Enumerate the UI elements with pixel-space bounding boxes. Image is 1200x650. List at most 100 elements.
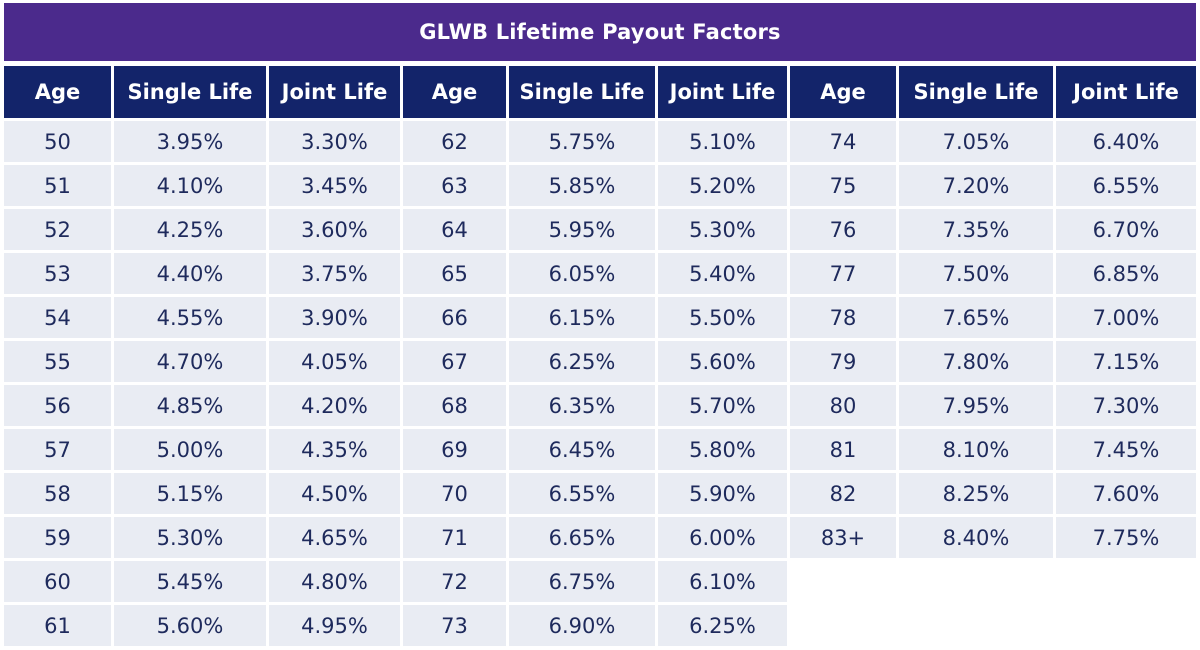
joint-life-cell: 6.70% [1056,209,1196,250]
age-cell: 52 [4,209,111,250]
age-cell: 65 [403,253,506,294]
joint-life-cell: 5.90% [658,473,787,514]
joint-life-cell: 4.50% [269,473,400,514]
age-cell: 72 [403,561,506,602]
age-cell: 68 [403,385,506,426]
single-life-cell: 7.20% [899,165,1053,206]
joint-life-cell: 4.80% [269,561,400,602]
single-life-cell: 8.10% [899,429,1053,470]
age-cell: 76 [790,209,896,250]
empty-cell [790,605,896,646]
joint-life-cell: 7.15% [1056,341,1196,382]
single-life-cell: 6.65% [509,517,655,558]
joint-life-cell: 3.90% [269,297,400,338]
single-life-cell: 5.45% [114,561,266,602]
single-life-cell: 6.90% [509,605,655,646]
age-header: Age [4,66,111,118]
joint-life-cell: 5.80% [658,429,787,470]
single-life-cell: 4.10% [114,165,266,206]
table-row: 57 5.00% 4.35% 69 6.45% 5.80% 81 8.10% 7.45% [4,429,1196,470]
single-life-cell: 3.95% [114,121,266,162]
age-cell: 80 [790,385,896,426]
joint-life-cell: 3.75% [269,253,400,294]
single-life-cell: 5.95% [509,209,655,250]
joint-life-cell: 6.10% [658,561,787,602]
table-row: 61 5.60% 4.95% 73 6.90% 6.25% [4,605,1196,646]
age-cell: 69 [403,429,506,470]
single-life-cell: 7.35% [899,209,1053,250]
joint-life-cell: 5.30% [658,209,787,250]
table-row: 58 5.15% 4.50% 70 6.55% 5.90% 82 8.25% 7.60% [4,473,1196,514]
single-life-cell: 6.45% [509,429,655,470]
single-life-cell: 5.75% [509,121,655,162]
age-cell: 62 [403,121,506,162]
single-life-header: Single Life [899,66,1053,118]
age-cell: 50 [4,121,111,162]
age-cell: 75 [790,165,896,206]
table-row: 55 4.70% 4.05% 67 6.25% 5.60% 79 7.80% 7.15% [4,341,1196,382]
single-life-cell: 7.65% [899,297,1053,338]
single-life-cell: 6.75% [509,561,655,602]
table-row: 51 4.10% 3.45% 63 5.85% 5.20% 75 7.20% 6.55% [4,165,1196,206]
age-cell: 60 [4,561,111,602]
single-life-cell: 7.95% [899,385,1053,426]
joint-life-cell: 4.20% [269,385,400,426]
single-life-cell: 7.05% [899,121,1053,162]
joint-life-cell: 5.20% [658,165,787,206]
single-life-cell: 6.55% [509,473,655,514]
age-cell: 61 [4,605,111,646]
joint-life-header: Joint Life [658,66,787,118]
joint-life-cell: 6.55% [1056,165,1196,206]
age-cell: 79 [790,341,896,382]
age-cell: 53 [4,253,111,294]
single-life-cell: 5.15% [114,473,266,514]
joint-life-cell: 4.35% [269,429,400,470]
joint-life-cell: 7.75% [1056,517,1196,558]
joint-life-cell: 5.70% [658,385,787,426]
single-life-cell: 5.30% [114,517,266,558]
age-cell: 59 [4,517,111,558]
age-cell: 54 [4,297,111,338]
single-life-cell: 8.25% [899,473,1053,514]
joint-life-cell: 5.10% [658,121,787,162]
age-cell: 70 [403,473,506,514]
age-cell: 77 [790,253,896,294]
age-cell: 73 [403,605,506,646]
joint-life-cell: 7.30% [1056,385,1196,426]
header-row: Age Single Life Joint Life Age Single Life Jo… [4,66,1196,118]
age-header: Age [790,66,896,118]
age-header: Age [403,66,506,118]
table-row: 50 3.95% 3.30% 62 5.75% 5.10% 74 7.05% 6.40% [4,121,1196,162]
joint-life-cell: 5.60% [658,341,787,382]
single-life-header: Single Life [114,66,266,118]
empty-cell [899,605,1053,646]
single-life-cell: 4.70% [114,341,266,382]
single-life-cell: 4.40% [114,253,266,294]
table-row: 60 5.45% 4.80% 72 6.75% 6.10% [4,561,1196,602]
single-life-cell: 4.25% [114,209,266,250]
age-cell: 58 [4,473,111,514]
joint-life-cell: 5.40% [658,253,787,294]
age-cell: 71 [403,517,506,558]
empty-cell [899,561,1053,602]
single-life-cell: 5.00% [114,429,266,470]
table-row: 53 4.40% 3.75% 65 6.05% 5.40% 77 7.50% 6.85% [4,253,1196,294]
single-life-cell: 6.35% [509,385,655,426]
age-cell: 56 [4,385,111,426]
joint-life-cell: 6.40% [1056,121,1196,162]
single-life-cell: 6.25% [509,341,655,382]
age-cell: 83+ [790,517,896,558]
empty-cell [1056,561,1196,602]
joint-life-cell: 4.95% [269,605,400,646]
single-life-header: Single Life [509,66,655,118]
joint-life-cell: 7.45% [1056,429,1196,470]
table-row: 56 4.85% 4.20% 68 6.35% 5.70% 80 7.95% 7.30% [4,385,1196,426]
age-cell: 51 [4,165,111,206]
joint-life-header: Joint Life [269,66,400,118]
empty-cell [1056,605,1196,646]
joint-life-cell: 6.25% [658,605,787,646]
single-life-cell: 4.85% [114,385,266,426]
age-cell: 67 [403,341,506,382]
age-cell: 64 [403,209,506,250]
